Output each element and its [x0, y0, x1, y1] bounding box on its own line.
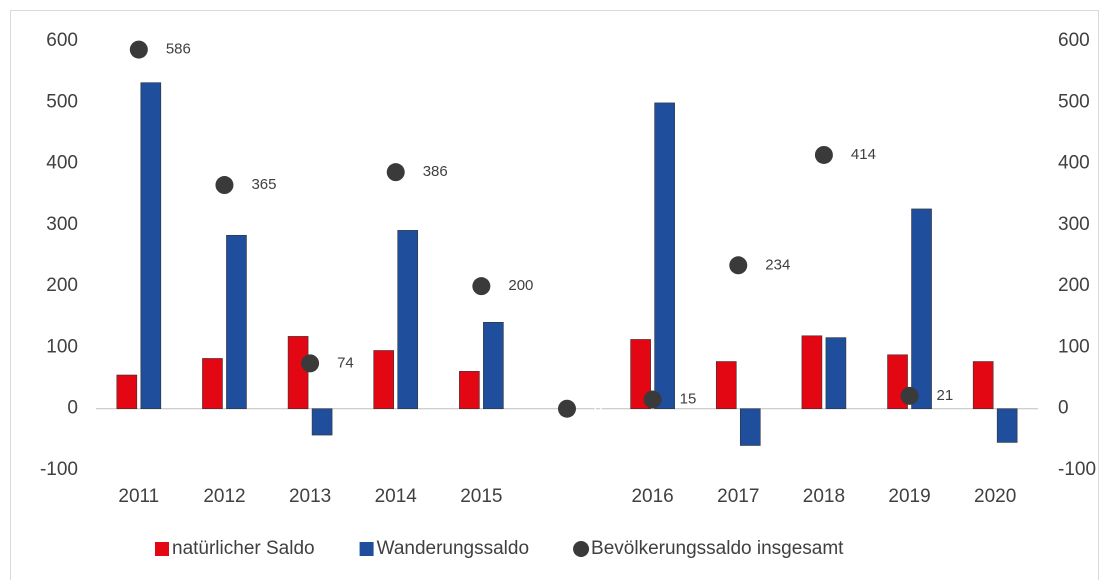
bar [140, 82, 162, 410]
y2-tick-label: 400 [1058, 153, 1090, 174]
bar [116, 374, 138, 410]
y-tick-label: 600 [46, 30, 78, 51]
value-label: 15 [680, 390, 697, 407]
x-tick-label: 2018 [803, 486, 845, 507]
legend-label: natürlicher Saldo [172, 538, 315, 559]
value-label: 0 [594, 400, 602, 417]
legend-swatch [573, 541, 590, 557]
bar [739, 408, 761, 446]
x-tick-label: 2011 [118, 486, 159, 507]
bar [483, 322, 504, 410]
x-tick-label: 2019 [888, 486, 930, 507]
x-tick-label: 2017 [717, 486, 759, 507]
value-label: 234 [765, 256, 790, 273]
x-tick-label: 2014 [375, 486, 418, 507]
y2-tick-label: 600 [1058, 30, 1090, 51]
bar [630, 339, 651, 410]
y-tick-label: 0 [67, 398, 78, 419]
value-label: 414 [851, 146, 876, 163]
x-tick-label: 2013 [289, 486, 331, 507]
dot [558, 399, 576, 418]
dot [215, 176, 234, 195]
dot [301, 354, 320, 373]
bar [202, 358, 223, 410]
bar [911, 208, 932, 410]
bar [459, 371, 480, 410]
legend-label: Wanderungssaldo [377, 538, 529, 559]
legend-swatch [359, 542, 374, 556]
dot [814, 145, 833, 164]
y-tick-label: 300 [46, 214, 78, 235]
y2-tick-label: 300 [1058, 214, 1090, 235]
bar [226, 234, 247, 410]
bar [972, 361, 994, 410]
value-label: 74 [337, 354, 354, 371]
y2-tick-label: -100 [1058, 459, 1096, 480]
bar [373, 350, 395, 410]
y-tick-label: 500 [46, 91, 78, 112]
legend-swatch [155, 542, 169, 556]
y-tick-label: 100 [46, 336, 78, 357]
bar [715, 361, 737, 410]
x-tick-label: 2012 [203, 486, 245, 507]
bar [654, 102, 675, 410]
dot [386, 163, 405, 182]
x-tick-label: 2020 [974, 486, 1016, 507]
x-tick-label: 2015 [460, 486, 502, 507]
y2-tick-label: 0 [1058, 398, 1069, 419]
chart-frame [10, 10, 1099, 585]
y2-tick-label: 200 [1058, 275, 1090, 296]
bar [996, 408, 1018, 443]
dot [472, 277, 491, 296]
y2-tick-label: 100 [1058, 336, 1090, 357]
bar [397, 230, 419, 410]
bar [311, 408, 333, 436]
dot [129, 40, 148, 59]
y-tick-label: -100 [40, 459, 78, 480]
dot [729, 256, 748, 275]
y-tick-label: 400 [46, 153, 78, 174]
value-label: 386 [423, 163, 448, 180]
legend-label: Bevölkerungssaldo insgesamt [591, 538, 844, 559]
y2-tick-label: 500 [1058, 91, 1090, 112]
bar [801, 335, 823, 410]
value-label: 586 [166, 41, 191, 58]
value-label: 365 [251, 176, 276, 193]
x-tick-label: 2016 [631, 486, 673, 507]
value-label: 21 [937, 387, 954, 404]
value-label: 200 [508, 277, 533, 294]
dot [900, 386, 919, 405]
bar [825, 337, 847, 410]
y-tick-label: 200 [46, 275, 78, 296]
dot [643, 390, 662, 409]
bar [287, 336, 309, 410]
